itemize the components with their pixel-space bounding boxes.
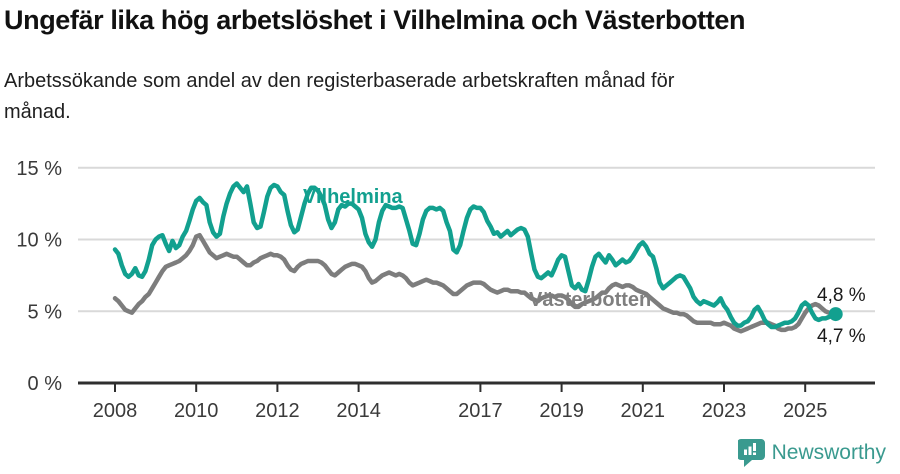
brand-footer: Newsworthy [737,438,886,467]
x-axis-tick-label: 2025 [783,400,828,422]
y-axis-tick-label: 0 % [28,373,63,395]
x-axis-tick-label: 2010 [174,400,219,422]
unemployment-line-chart: 0 % 5 % 10 % 15 % 2008 2010 2012 2014 2017 2019 20… [16,158,875,422]
x-axis-tick-label: 2021 [621,400,666,422]
chart-label-layer: Vilhelmina Västerbotten 4,8 % 4,7 % [303,186,866,347]
chart-plot-layer: 0 % 5 % 10 % 15 % 2008 2010 2012 2014 2017 2019 20… [16,158,875,422]
vasterbotten-line [112,232,838,334]
brand-name: Newsworthy [771,440,886,464]
exclamation-dot [752,452,756,455]
bar-medium [748,446,752,455]
x-axis-tick-label: 2014 [336,400,381,422]
y-axis-tick-label: 10 % [16,230,62,252]
vasterbotten-end-value-label: 4,7 % [817,326,866,347]
x-axis-tick-label: 2017 [458,400,503,422]
chart-area: 0 % 5 % 10 % 15 % 2008 2010 2012 2014 2017 2019 20… [0,140,900,440]
series-end-dot [828,307,843,322]
vilhelmina-line [112,181,838,330]
bar-small [743,449,747,455]
vilhelmina-series-label: Vilhelmina [303,186,404,208]
x-axis-tick-label: 2023 [702,400,747,422]
y-axis-tick-label: 5 % [28,301,63,323]
newsworthy-logo-icon [737,439,765,467]
chart-subtitle: Arbetssökande som andel av den registerb… [4,70,675,123]
y-axis-tick-label: 15 % [16,158,62,180]
x-axis-tick-label: 2019 [539,400,584,422]
exclamation-stem [752,443,756,451]
vilhelmina-end-value-label: 4,8 % [817,285,866,306]
page-title: Ungefär lika hög arbetslöshet i Vilhelmi… [4,5,746,35]
vasterbotten-series-label: Västerbotten [529,289,651,311]
x-axis-tick-label: 2008 [93,400,138,422]
x-axis-tick-label: 2012 [255,400,300,422]
